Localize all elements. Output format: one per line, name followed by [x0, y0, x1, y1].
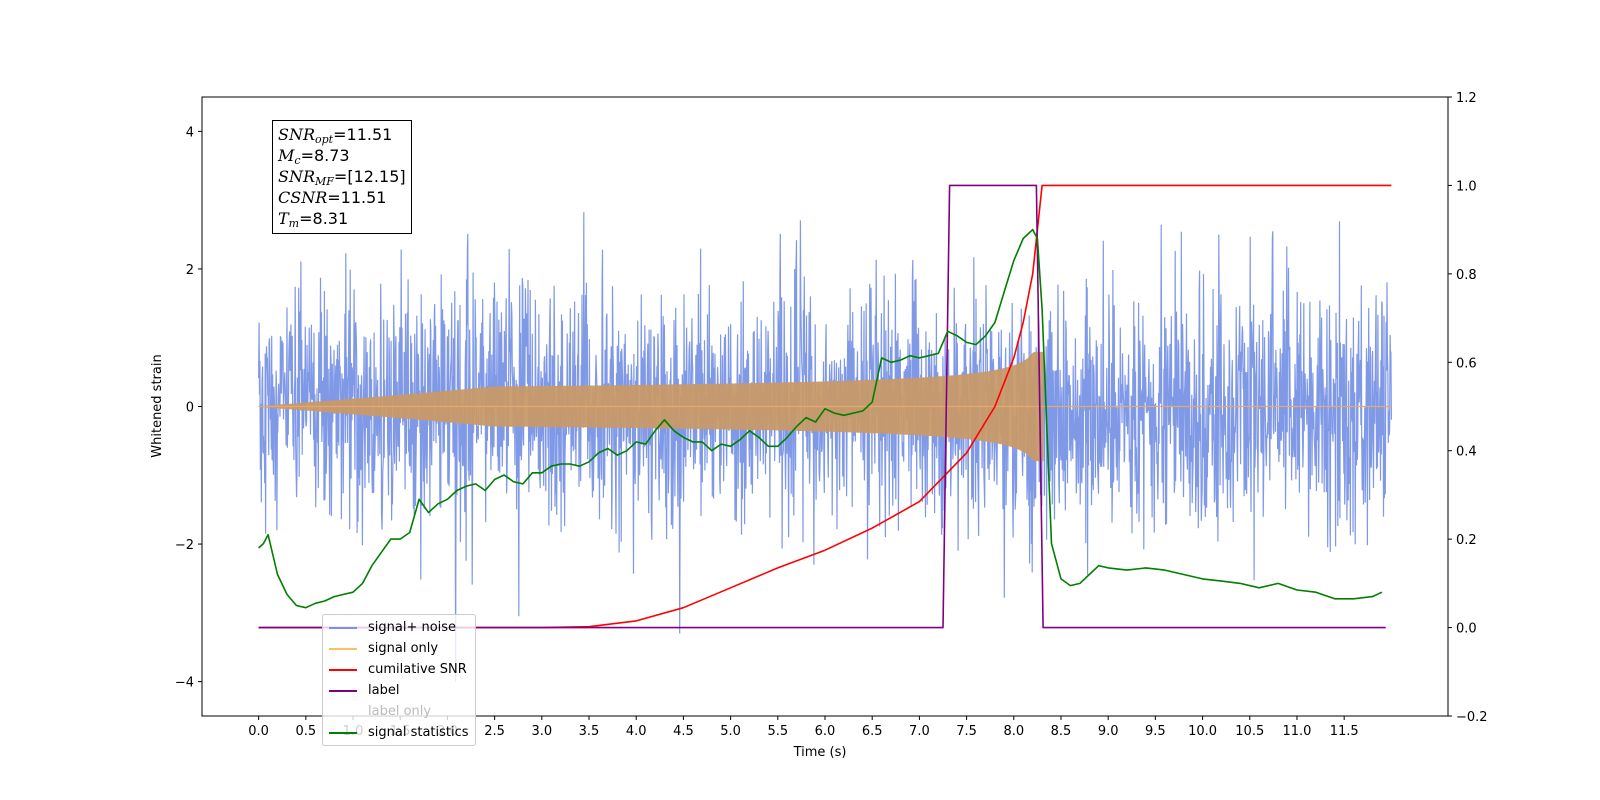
x-tick-label: 0.5	[295, 724, 316, 739]
legend-swatch	[329, 711, 357, 713]
x-tick-label: 7.0	[909, 724, 930, 739]
x-axis-label: Time (s)	[793, 745, 847, 760]
series-cumilative-snr-line	[258, 184, 1392, 629]
legend: signal+ noise signal only cumilative SNR…	[322, 614, 476, 746]
y-right-tick-label: −0.2	[1456, 710, 1488, 725]
legend-item-label: label	[329, 680, 469, 701]
x-tick-label: 7.5	[956, 724, 977, 739]
annotation-tm: Tm=8.31	[278, 209, 349, 230]
legend-label: signal statistics	[368, 725, 469, 740]
y-right-tick-label: 1.2	[1456, 91, 1477, 106]
legend-item-cumilative-snr: cumilative SNR	[329, 659, 469, 680]
legend-label: cumilative SNR	[368, 662, 467, 677]
x-tick-label: 2.5	[484, 724, 505, 739]
annotation-snr-opt: SNRopt=11.51	[278, 125, 393, 146]
x-tick-label: 3.5	[579, 724, 600, 739]
y-right-tick-label: 1.0	[1456, 179, 1477, 194]
legend-swatch	[329, 647, 357, 650]
legend-swatch	[329, 731, 357, 734]
x-tick-label: 5.5	[767, 724, 788, 739]
x-tick-label: 11.5	[1330, 724, 1359, 739]
y-right-tick-label: 0.6	[1456, 356, 1477, 371]
series-label-line	[258, 184, 1386, 629]
x-tick-label: 3.0	[531, 724, 552, 739]
series-signal-statistics-line	[258, 228, 1383, 609]
annotation-snr-mf: SNRMF=[12.15]	[278, 167, 406, 188]
y-tick-label: 2	[186, 263, 194, 278]
x-tick-label: 6.5	[862, 724, 883, 739]
x-tick-label: 6.0	[815, 724, 836, 739]
legend-label: label only	[368, 704, 432, 719]
legend-item-signal-noise: signal+ noise	[329, 617, 469, 638]
y-right-tick-label: 0.0	[1456, 622, 1477, 637]
legend-item-signal-only: signal only	[329, 638, 469, 659]
legend-swatch	[329, 626, 357, 629]
legend-label: label	[368, 683, 400, 698]
plot-area	[258, 184, 1392, 682]
x-tick-label: 4.5	[673, 724, 694, 739]
x-tick-label: 8.0	[1003, 724, 1024, 739]
annotation-mc: Mc=8.73	[278, 146, 350, 167]
y-right-tick-label: 0.8	[1456, 268, 1477, 283]
x-tick-label: 9.0	[1098, 724, 1119, 739]
legend-label: signal+ noise	[368, 620, 457, 635]
annotation-box: SNRopt=11.51 Mc=8.73 SNRMF=[12.15] CSNR=…	[272, 120, 412, 234]
legend-swatch	[329, 689, 357, 692]
x-tick-label: 10.0	[1188, 724, 1217, 739]
y-axis-right-ticks: −0.2 0.0 0.2 0.4 0.6 0.8 1.0 1.2	[1448, 91, 1488, 725]
y-axis-ticks: −4 −2 0 2 4	[175, 125, 202, 691]
y-tick-label: −2	[175, 538, 194, 553]
x-tick-label: 5.0	[720, 724, 741, 739]
y-right-tick-label: 0.4	[1456, 445, 1477, 460]
x-tick-label: 0.0	[248, 724, 269, 739]
y-tick-label: 4	[186, 125, 194, 140]
y-right-tick-label: 0.2	[1456, 533, 1477, 548]
legend-item-label-only: label only	[329, 701, 469, 722]
y-tick-label: −4	[175, 676, 194, 691]
legend-label: signal only	[368, 641, 439, 656]
x-tick-label: 9.5	[1145, 724, 1166, 739]
annotation-csnr: CSNR=11.51	[278, 188, 387, 207]
plot-layer	[258, 184, 1392, 682]
series-signal-noise-line	[258, 212, 1392, 682]
legend-item-signal-statistics: signal statistics	[329, 722, 469, 743]
x-tick-label: 8.5	[1051, 724, 1072, 739]
y-axis-label: Whitened strain	[150, 354, 165, 457]
legend-swatch	[329, 668, 357, 671]
x-tick-label: 10.5	[1235, 724, 1264, 739]
x-tick-label: 11.0	[1282, 724, 1311, 739]
y-tick-label: 0	[186, 401, 194, 416]
x-tick-label: 4.0	[626, 724, 647, 739]
